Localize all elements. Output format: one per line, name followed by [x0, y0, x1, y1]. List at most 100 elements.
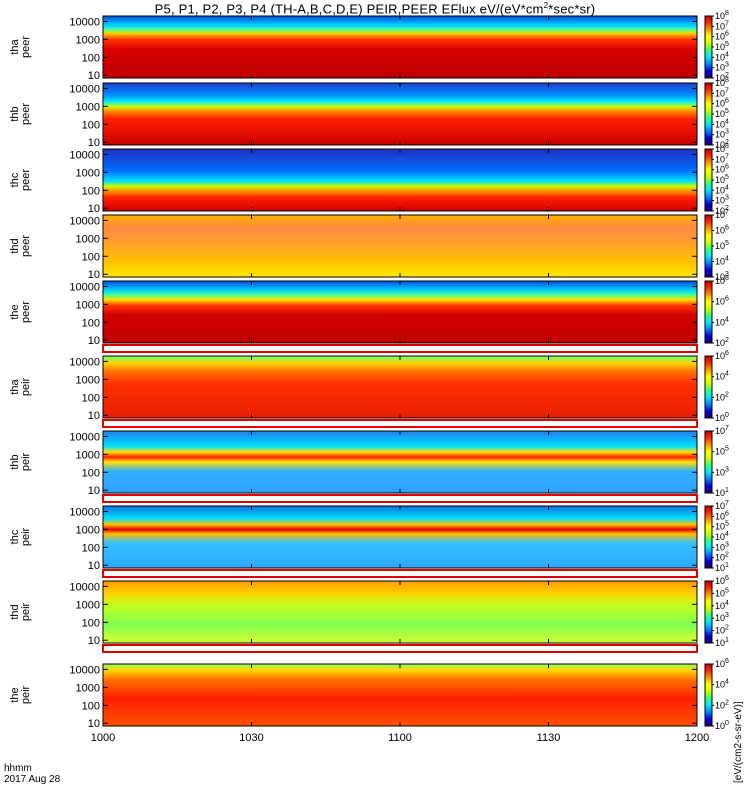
- instrument-label: peir: [20, 685, 32, 704]
- y-tick-label: 10: [88, 335, 100, 347]
- panel-label: thepeir: [9, 685, 32, 704]
- instrument-label: peir: [20, 452, 32, 471]
- instrument-label: peer: [20, 103, 32, 125]
- colorbar-tick-label: 107: [715, 209, 729, 220]
- colorbar-tick-label: 106: [715, 225, 729, 236]
- colorbar: [704, 355, 713, 419]
- colorbar-tick-label: 108: [715, 143, 729, 154]
- colorbar-tick-label: 103: [715, 612, 729, 623]
- colorbar-tick-label: 103: [715, 466, 729, 477]
- y-tick-label: 100: [82, 317, 100, 329]
- colorbar: [704, 214, 713, 278]
- y-tick-label: 10000: [69, 83, 100, 95]
- y-tick-label: 1000: [76, 449, 100, 461]
- colorbar-tick-label: 102: [715, 205, 729, 216]
- panel-label: thapeer: [9, 36, 32, 58]
- colorbar-tick-label: 102: [715, 699, 729, 710]
- y-tick-label: 10: [88, 635, 100, 647]
- y-tick-label: 1000: [76, 167, 100, 179]
- y-tick-label: 1000: [76, 374, 100, 386]
- instrument-label: peer: [20, 235, 32, 257]
- colorbar-tick-label: 106: [715, 350, 729, 361]
- colorbar-tick-label: 102: [715, 625, 729, 636]
- y-tick-label: 1000: [76, 299, 100, 311]
- y-tick-label: 100: [82, 542, 100, 554]
- colorbar-tick-label: 104: [715, 316, 729, 327]
- y-tick-label: 100: [82, 119, 100, 131]
- panel-label: thdpeer: [9, 235, 32, 257]
- colorbar-tick-label: 106: [715, 31, 729, 42]
- colorbar-caption: [eV/(cm2-s-sr-eV)]: [733, 701, 744, 783]
- colorbar-tick-label: 104: [715, 51, 729, 62]
- colorbar-tick-label: 107: [715, 500, 729, 511]
- colorbar-tick-label: 102: [715, 139, 729, 150]
- y-tick-label: 10: [88, 137, 100, 149]
- spectrogram-image: [103, 664, 697, 726]
- colorbar-tick-label: 107: [715, 87, 729, 98]
- colorbar-tick-label: 103: [715, 62, 729, 73]
- colorbar-tick-label: 101: [715, 487, 729, 498]
- panel-the-peer: 10 100 1000 10000 thepeer 102 104 106 108: [9, 275, 729, 353]
- y-tick-label: 10: [88, 485, 100, 497]
- probe-label: thb: [9, 454, 21, 469]
- instrument-label: peir: [20, 527, 32, 546]
- spectrogram-image: [103, 215, 697, 277]
- panel-tha-peer: 10 100 1000 10000 thapeer 1021031041051061071…: [9, 10, 729, 83]
- panel-thc-peir: 10 100 1000 10000 thcpeir 1011021031041051061…: [9, 500, 729, 578]
- panel-label: thcpeir: [9, 527, 32, 546]
- y-tick-label: 10000: [69, 281, 100, 293]
- panel-thb-peir: 10 100 1000 10000 thbpeir 101 103 105 107: [9, 425, 729, 503]
- y-tick-label: 100: [82, 617, 100, 629]
- y-tick-label: 10: [88, 203, 100, 215]
- colorbar-tick-label: 106: [715, 164, 729, 175]
- y-tick-label: 10000: [69, 664, 100, 676]
- y-tick-label: 1000: [76, 233, 100, 245]
- y-tick-label: 100: [82, 467, 100, 479]
- colorbar-tick-label: 106: [715, 575, 729, 586]
- y-tick-label: 100: [82, 52, 100, 64]
- plot-title: P5, P1, P2, P3, P4 (TH-A,B,C,D,E) PEIR,P…: [154, 1, 596, 17]
- colorbar-tick-label: 104: [715, 600, 729, 611]
- y-tick-label: 100: [82, 392, 100, 404]
- y-tick-label: 1000: [76, 34, 100, 46]
- probe-label: thd: [9, 604, 21, 619]
- colorbar-tick-label: 106: [715, 510, 729, 521]
- probe-label: tha: [9, 378, 21, 394]
- colorbar-tick-label: 102: [715, 391, 729, 402]
- colorbar-tick-label: 108: [715, 10, 729, 21]
- colorbar-tick-label: 103: [715, 129, 729, 140]
- x-tick-label: 1030: [239, 732, 263, 744]
- spectrogram-image: [103, 581, 697, 643]
- probe-label: the: [9, 687, 21, 702]
- time-axis-caption: hhmm 2017 Aug 28: [4, 763, 60, 785]
- y-tick-label: 1000: [76, 682, 100, 694]
- colorbar: [704, 430, 713, 494]
- panel-label: thbpeir: [9, 452, 32, 471]
- y-tick-label: 10: [88, 70, 100, 82]
- x-tick-label: 1000: [91, 732, 115, 744]
- colorbar-tick-label: 104: [715, 679, 729, 690]
- colorbar-tick-label: 105: [715, 174, 729, 185]
- probe-label: thc: [9, 172, 21, 187]
- x-tick-label: 1130: [537, 732, 561, 744]
- y-tick-label: 100: [82, 185, 100, 197]
- instrument-label: peer: [20, 36, 32, 58]
- colorbar-tick-label: 108: [715, 77, 729, 88]
- x-tick-label: 1200: [685, 732, 709, 744]
- colorbar-tick-label: 107: [715, 153, 729, 164]
- colorbar-tick-label: 101: [715, 637, 729, 648]
- colorbar-tick-label: 102: [715, 552, 729, 563]
- panel-separator: [102, 344, 698, 353]
- colorbar-tick-label: 100: [715, 720, 729, 731]
- colorbar-tick-label: 100: [715, 412, 729, 423]
- colorbar: [704, 148, 713, 212]
- y-tick-label: 1000: [76, 599, 100, 611]
- colorbar: [704, 280, 713, 344]
- panel-separator: [102, 569, 698, 578]
- colorbar-tick-label: 103: [715, 195, 729, 206]
- colorbar-tick-label: 107: [715, 20, 729, 31]
- colorbar-tick-label: 105: [715, 41, 729, 52]
- y-tick-label: 10000: [69, 506, 100, 518]
- panel-label: thdpeir: [9, 602, 32, 621]
